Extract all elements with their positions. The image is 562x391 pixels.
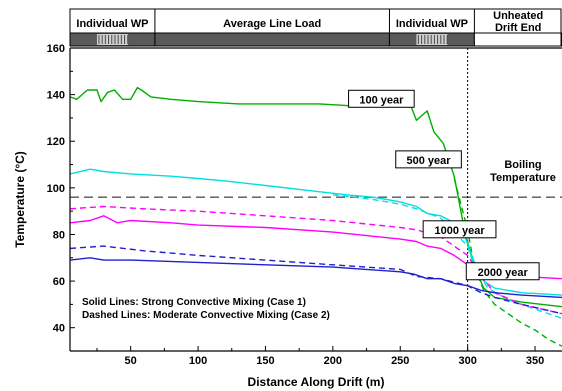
- x-tick-label: 300: [458, 355, 476, 367]
- series-line-case2-3: [332, 194, 562, 320]
- y-tick-label: 80: [53, 229, 65, 241]
- series-label-box: [422, 220, 497, 239]
- band-label: Unheated: [493, 10, 543, 22]
- series-labels: 100 year 500 year 1000 year 2000 year Solid …: [82, 89, 540, 321]
- series-label: 500 year: [407, 155, 452, 167]
- boiling-temperature-label: Boiling: [504, 159, 541, 171]
- y-tick-label: 120: [47, 136, 65, 148]
- y-tick-label: 40: [53, 323, 65, 335]
- x-tick-label: 50: [125, 355, 137, 367]
- legend-note: Dashed Lines: Moderate Convective Mixing…: [82, 310, 330, 321]
- x-tick-label: 200: [324, 355, 342, 367]
- x-tick-label: 150: [256, 355, 274, 367]
- series-line-case2-5: [69, 205, 562, 315]
- series-label: 2000 year: [478, 267, 529, 279]
- series-line-case2-1: [453, 178, 562, 347]
- y-axis-title: Temperature (°C): [13, 151, 27, 248]
- x-tick-label: 350: [526, 355, 544, 367]
- series-label-box: [348, 89, 415, 108]
- heat-load-band: Individual WP Average Line Load Individual…: [69, 8, 562, 47]
- x-tick-label: 100: [189, 355, 207, 367]
- x-axis-title: Distance Along Drift (m): [248, 375, 385, 389]
- series-label-box: [465, 262, 540, 281]
- series-label-box: [395, 150, 462, 169]
- x-tick-label: 250: [391, 355, 409, 367]
- band-hatch: [96, 34, 128, 45]
- series-label: 100 year: [359, 94, 404, 106]
- series-line-2000-year: [69, 257, 562, 299]
- band-label: Individual WP: [396, 18, 468, 30]
- y-tick-label: 60: [53, 276, 65, 288]
- band-frame: [69, 8, 562, 47]
- legend-note: Solid Lines: Strong Convective Mixing (C…: [82, 297, 306, 308]
- series-label: 1000 year: [434, 225, 485, 237]
- axes: 50 100 150 200 250 300 350 40 60 80 100 120 140 160 Di…: [13, 43, 562, 389]
- band-label: Average Line Load: [223, 18, 321, 30]
- y-tick-label: 100: [47, 183, 65, 195]
- boiling-temperature-label: Temperature: [490, 172, 556, 184]
- band-bar: [473, 32, 562, 47]
- band-bar: [154, 32, 390, 47]
- y-tick-label: 160: [47, 43, 65, 55]
- band-label: Individual WP: [76, 18, 148, 30]
- band-label: Drift End: [495, 22, 541, 34]
- band-hatch: [416, 34, 448, 45]
- series-line-case2-7: [69, 245, 562, 315]
- y-tick-label: 140: [47, 90, 65, 102]
